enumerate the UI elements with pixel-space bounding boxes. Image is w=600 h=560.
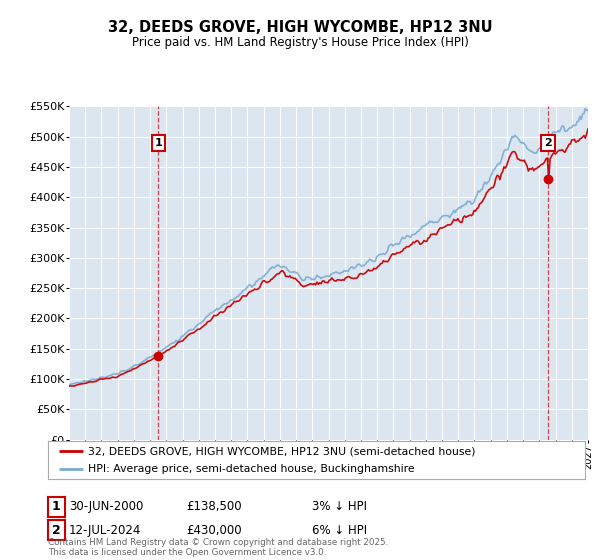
Text: 12-JUL-2024: 12-JUL-2024 xyxy=(69,524,142,537)
Text: HPI: Average price, semi-detached house, Buckinghamshire: HPI: Average price, semi-detached house,… xyxy=(88,464,415,474)
Text: 1: 1 xyxy=(154,138,162,148)
Text: 6% ↓ HPI: 6% ↓ HPI xyxy=(312,524,367,537)
Text: 30-JUN-2000: 30-JUN-2000 xyxy=(69,500,143,514)
Text: 32, DEEDS GROVE, HIGH WYCOMBE, HP12 3NU (semi-detached house): 32, DEEDS GROVE, HIGH WYCOMBE, HP12 3NU … xyxy=(88,446,476,456)
Text: 2: 2 xyxy=(52,524,61,537)
Text: £430,000: £430,000 xyxy=(186,524,242,537)
Text: 1: 1 xyxy=(52,500,61,514)
Text: £138,500: £138,500 xyxy=(186,500,242,514)
Text: 3% ↓ HPI: 3% ↓ HPI xyxy=(312,500,367,514)
Text: Contains HM Land Registry data © Crown copyright and database right 2025.
This d: Contains HM Land Registry data © Crown c… xyxy=(48,538,388,557)
Text: 2: 2 xyxy=(544,138,552,148)
Text: Price paid vs. HM Land Registry's House Price Index (HPI): Price paid vs. HM Land Registry's House … xyxy=(131,36,469,49)
Text: 32, DEEDS GROVE, HIGH WYCOMBE, HP12 3NU: 32, DEEDS GROVE, HIGH WYCOMBE, HP12 3NU xyxy=(107,20,493,35)
